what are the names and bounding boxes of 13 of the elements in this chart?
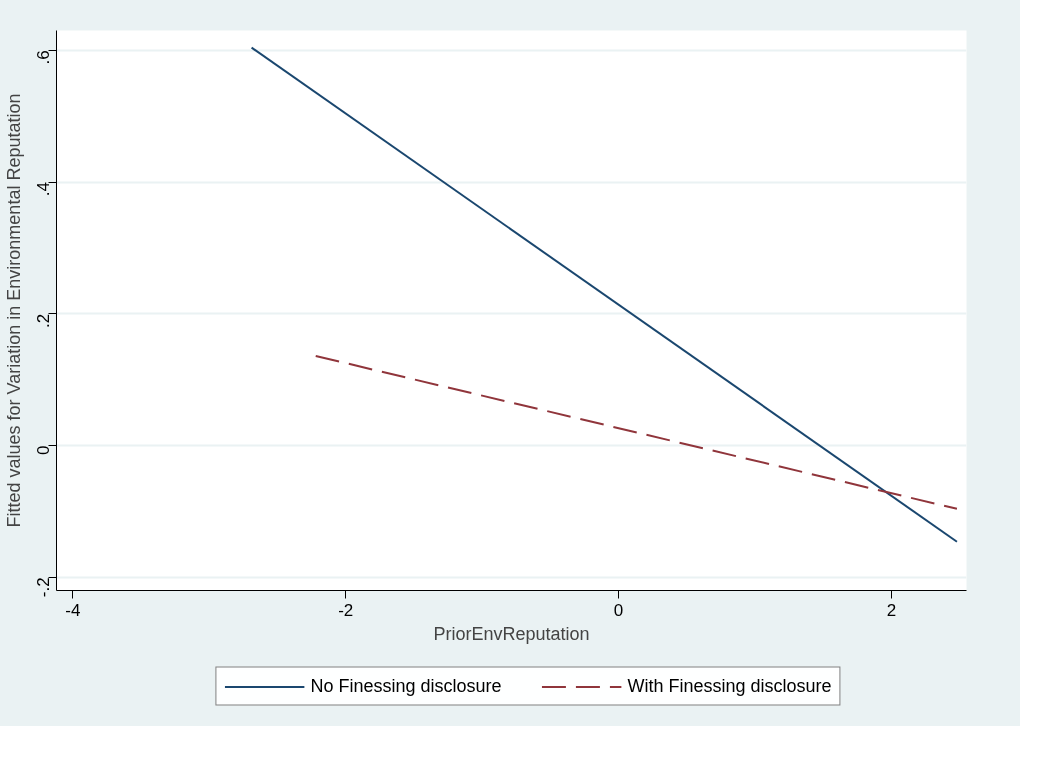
x-tick-label: -4	[65, 600, 81, 620]
y-tick-label: 0	[34, 445, 54, 456]
x-tick-label: -2	[338, 600, 354, 620]
legend-label: No Finessing disclosure	[310, 675, 502, 697]
y-tick-label: .6	[34, 50, 54, 65]
x-tick-label: 2	[886, 600, 897, 620]
legend-label: With Finessing disclosure	[627, 675, 832, 697]
x-axis-title: PriorEnvReputation	[433, 623, 590, 644]
x-tick-label: 0	[613, 600, 624, 620]
y-axis-title: Fitted values for Variation in Environmental Reputation	[3, 93, 24, 528]
y-tick-label: -.2	[34, 577, 54, 598]
y-tick-label: .2	[34, 313, 54, 328]
y-tick-label: .4	[34, 182, 54, 197]
